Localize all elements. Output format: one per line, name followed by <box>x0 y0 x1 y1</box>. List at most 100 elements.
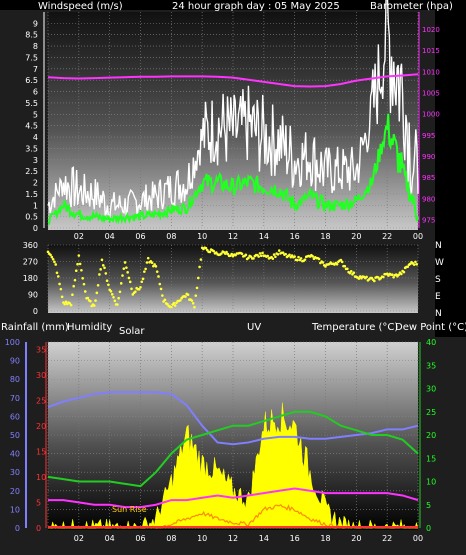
humidity-tick-label: 60 <box>10 412 20 421</box>
direction-point <box>69 303 73 307</box>
temperature-tick-label: 20 <box>426 431 436 440</box>
direction-point <box>159 287 163 291</box>
direction-series <box>46 246 419 309</box>
x-tick-label: 20 <box>351 534 361 543</box>
direction-point <box>121 274 124 277</box>
direction-point <box>199 258 203 261</box>
temperature-tick-label: 5 <box>426 501 431 510</box>
wind-tick-label: 7.5 <box>25 53 38 62</box>
humidity-label: Humidity <box>67 322 112 333</box>
direction-point <box>104 272 108 275</box>
humidity-tick-label: 30 <box>10 468 20 477</box>
rain-tick-label: 20 <box>36 422 46 431</box>
direction-point <box>58 282 61 286</box>
direction-point <box>76 262 79 266</box>
barometer-tick-label: 1005 <box>422 89 440 97</box>
direction-point <box>145 261 149 264</box>
direction-point <box>259 254 263 258</box>
direction-point <box>391 273 394 277</box>
barometer-tick-label: 990 <box>422 153 435 161</box>
direction-point <box>64 300 68 304</box>
direction-point <box>139 285 142 289</box>
rain-tick-label: 35 <box>36 346 46 355</box>
rain-tick-label: 10 <box>36 473 46 482</box>
direction-point <box>225 250 228 254</box>
temperature-line <box>47 410 419 488</box>
direction-point <box>274 255 277 259</box>
direction-point <box>153 263 156 266</box>
humidity-tick-label: 20 <box>10 487 20 496</box>
direction-point <box>143 270 146 273</box>
direction-point <box>144 267 147 271</box>
wind-tick-label: 4.5 <box>25 122 38 131</box>
direction-point <box>212 249 216 253</box>
direction-point <box>163 298 167 302</box>
humidity-tick-label: 50 <box>10 431 20 440</box>
direction-point <box>266 254 269 258</box>
direction-point <box>348 271 352 275</box>
barometer-tick-label: 985 <box>422 174 435 182</box>
barometer-axis-label: Barometer (hpa) <box>370 1 453 12</box>
direction-point <box>73 278 77 282</box>
direction-point <box>158 282 162 286</box>
x-tick-label: 18 <box>320 534 330 543</box>
direction-point <box>406 265 410 269</box>
direction-point <box>80 268 83 272</box>
wind-tick-label: 3 <box>33 156 38 165</box>
wind-tick-label: 8 <box>33 42 38 51</box>
direction-point <box>184 295 187 298</box>
direction-point <box>258 252 262 255</box>
direction-point <box>365 275 368 279</box>
direction-point <box>247 256 250 260</box>
temperature-tick-label: 25 <box>426 408 436 417</box>
x-tick-label: 14 <box>259 534 269 543</box>
direction-point <box>261 251 264 255</box>
x-tick-label: 00 <box>413 534 423 543</box>
humidity-tick-label: 70 <box>10 394 20 403</box>
x-tick-label: 22 <box>382 534 392 543</box>
direction-point <box>49 253 52 257</box>
direction-point <box>324 265 327 268</box>
direction-point <box>130 287 133 291</box>
x-tick-label: 16 <box>290 232 300 241</box>
direction-point <box>373 279 376 283</box>
direction-point <box>113 299 117 303</box>
wind-tick-label: 4 <box>33 133 38 142</box>
direction-point <box>288 253 291 257</box>
direction-point <box>220 252 223 255</box>
direction-point <box>89 299 92 303</box>
direction-point <box>335 262 339 266</box>
direction-point <box>56 275 60 278</box>
direction-point <box>186 293 190 297</box>
rain-tick-label: 25 <box>36 397 46 406</box>
direction-point <box>50 255 54 259</box>
direction-point <box>276 253 280 256</box>
direction-point <box>117 296 120 300</box>
direction-point <box>249 255 253 258</box>
direction-point <box>96 283 100 287</box>
rain-tick-label: 30 <box>36 371 46 380</box>
chart-title: 24 hour graph day : 05 May 2025 <box>172 1 340 12</box>
direction-point <box>414 260 417 264</box>
direction-point <box>204 246 208 250</box>
direction-point <box>339 258 343 262</box>
direction-point <box>172 301 176 305</box>
x-tick-label: 04 <box>105 534 115 543</box>
direction-point <box>100 258 104 262</box>
x-tick-label: 02 <box>74 232 84 241</box>
temperature-tick-label: 15 <box>426 454 436 463</box>
x-tick-label: 20 <box>351 232 361 241</box>
humidity-tick-label: 90 <box>10 357 20 366</box>
direction-point <box>98 273 101 276</box>
direction-point <box>226 252 230 256</box>
x-tick-label: 14 <box>259 232 269 241</box>
direction-point <box>397 273 401 277</box>
direction-point <box>173 304 177 307</box>
barometer-tick-label: 1010 <box>422 68 440 76</box>
direction-point <box>101 264 105 267</box>
direction-point <box>105 279 109 283</box>
direction-point <box>150 261 154 264</box>
direction-point <box>107 283 110 287</box>
direction-point <box>358 275 362 278</box>
